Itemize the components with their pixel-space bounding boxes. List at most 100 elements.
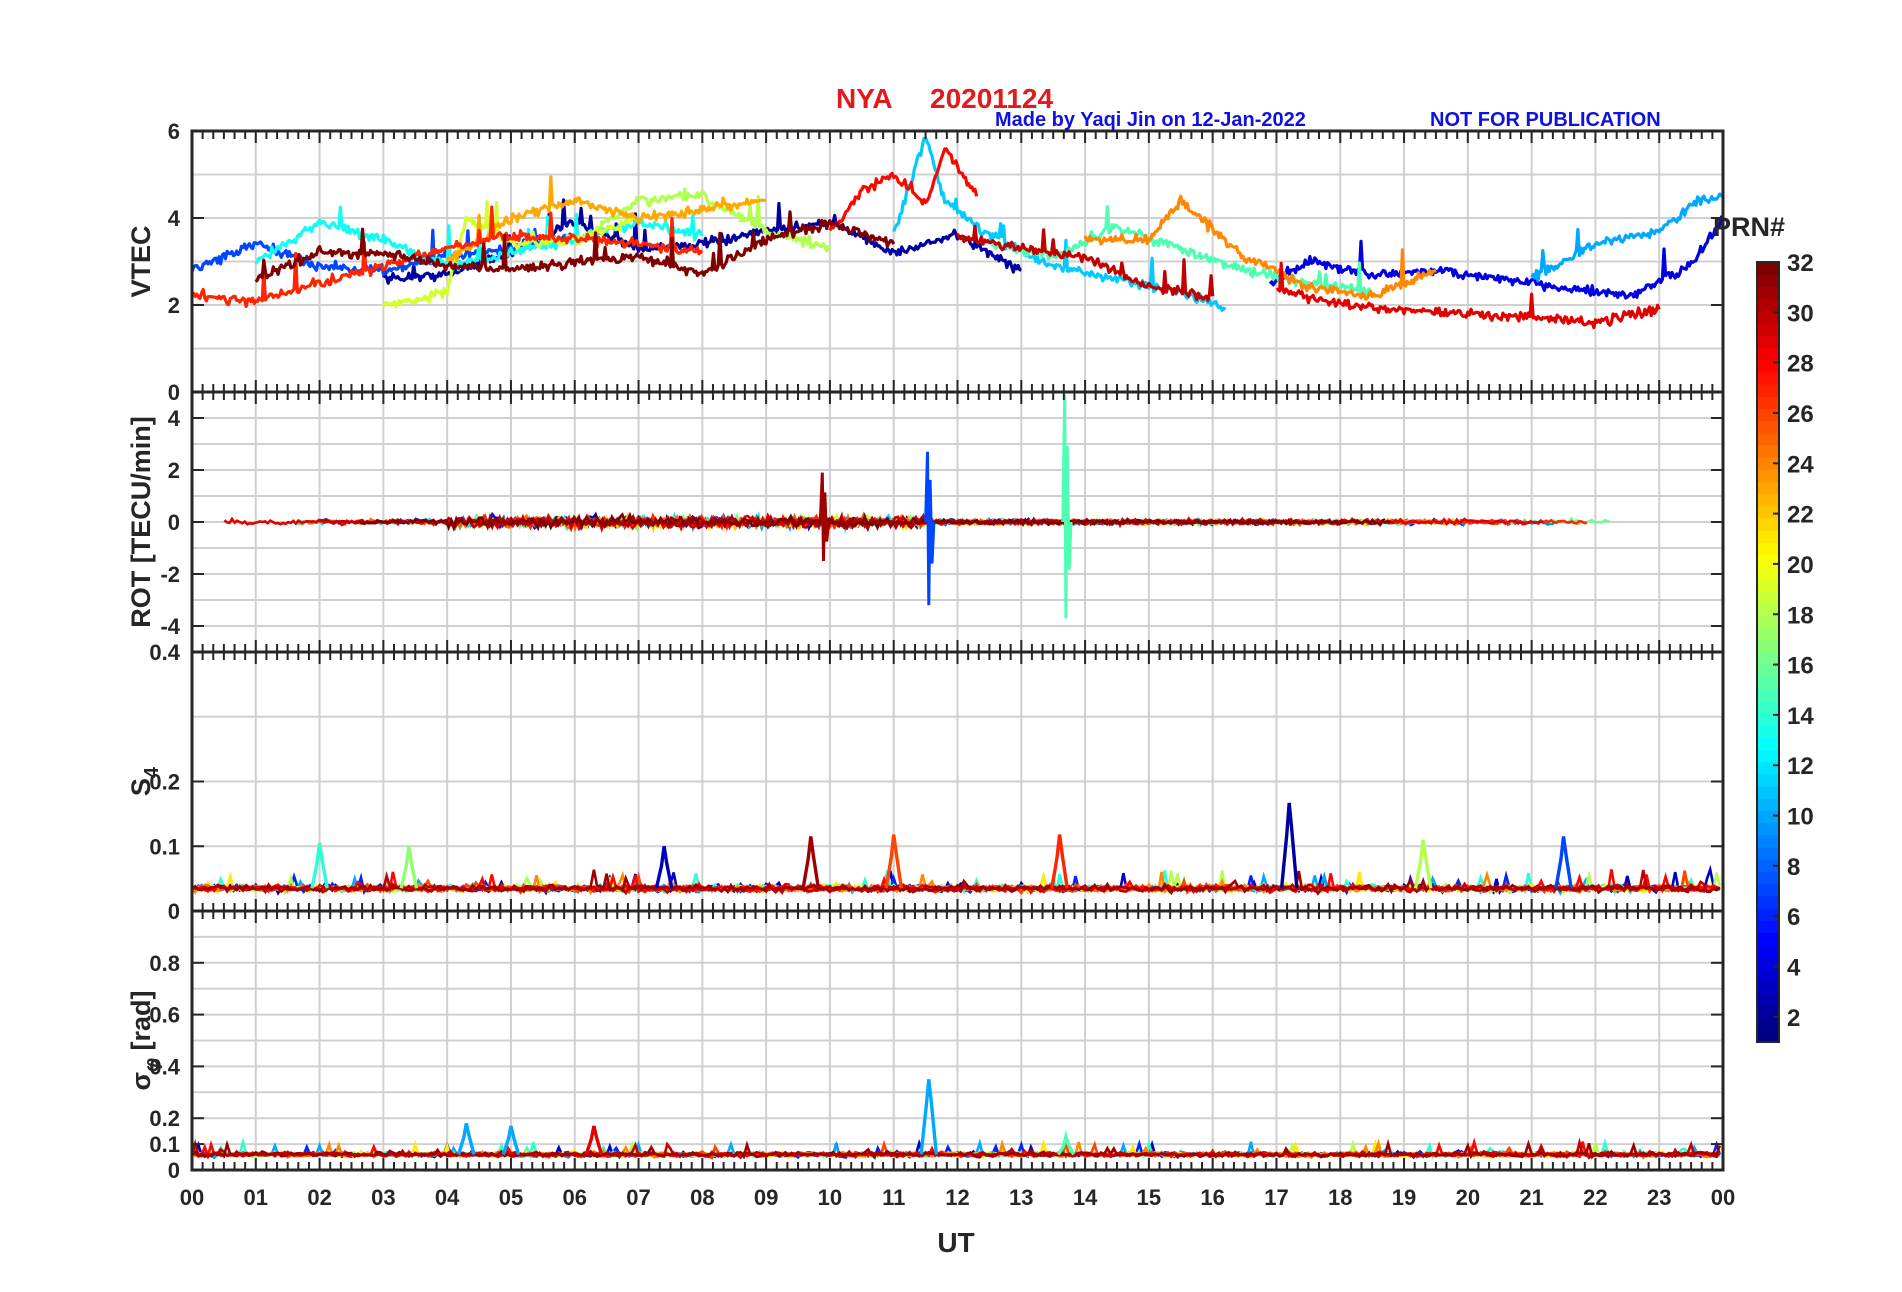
colorbar-segment [1757,322,1779,336]
y-tick-label: 0 [168,510,180,535]
colorbar-segment [1757,895,1779,909]
x-tick-label: 04 [435,1185,460,1210]
panel-data [223,394,1611,619]
colorbar-segment [1757,871,1779,885]
vtec-line-prn-11 [892,136,1227,312]
x-tick-label: 13 [1009,1185,1033,1210]
colorbar-tick-label: 12 [1787,753,1814,780]
y-tick-label: 4 [168,206,181,231]
colorbar-segment [1757,652,1779,665]
colorbar-segment [1757,554,1779,568]
colorbar-segment [1757,359,1779,373]
colorbar-tick-label: 22 [1787,502,1814,529]
colorbar-segment [1757,347,1779,361]
vtec-line-prn-18 [573,187,832,253]
vtec-line-prn-10 [1530,192,1723,283]
peak-prn-17 [399,846,419,889]
colorbar-frame [1756,261,1780,1043]
colorbar-tick-label: 10 [1787,804,1814,831]
colorbar-segment [1757,578,1779,592]
colorbar-segment [1757,469,1779,482]
colorbar-segment [1757,517,1779,531]
colorbar-segment [1757,444,1779,458]
colorbar-segment [1757,615,1779,629]
colorbar-segment [1757,834,1779,848]
x-tick-label: 21 [1519,1185,1543,1210]
x-tick-label: 03 [371,1185,395,1210]
vtec-line-prn-30 [956,224,1215,302]
y-tick-label: 0 [168,1158,180,1183]
colorbar-segment [1757,883,1779,897]
y-tick-label: 0.2 [149,770,180,795]
colorbar-segment [1757,664,1779,677]
vtec-line-prn-7 [192,227,577,276]
x-tick-label: 07 [626,1185,650,1210]
peak-prn-10 [919,1079,939,1155]
station-title: NYA [836,83,893,114]
colorbar-tick-label: 24 [1787,451,1814,478]
line-prn-31 [192,1138,1722,1160]
colorbar-segment [1757,773,1779,787]
colorbar-segment [1757,310,1779,324]
colorbar-tick-label: 30 [1787,300,1814,327]
x-tick-label: 11 [882,1185,905,1210]
x-tick-label: 02 [307,1185,331,1210]
colorbar-segment [1757,932,1779,946]
peak-prn-27 [1050,834,1069,889]
colorbar-segment [1757,907,1779,921]
vtec-line-prn-4 [1268,215,1723,300]
y-tick-label: 0 [168,899,180,924]
rot-line-prn-32 [358,511,1392,532]
vtec-line-prn-19 [381,200,640,309]
x-tick-label: 18 [1328,1185,1352,1210]
colorbar-segment [1757,798,1779,812]
x-tick-label: 01 [244,1185,268,1210]
colorbar-tick-label: 32 [1787,250,1814,277]
colorbar-tick-label: 8 [1787,854,1800,881]
colorbar-tick-label: 4 [1787,955,1801,982]
y-axis-label: ROT [TECU/min] [126,416,156,627]
colorbar-segment [1757,676,1779,690]
y-tick-label: 0.2 [149,1106,180,1131]
colorbar-segment [1757,786,1779,799]
y-tick-label: 4 [168,406,181,431]
date-title: 20201124 [930,83,1053,114]
colorbar-segment [1757,262,1779,275]
peak-prn-26 [884,834,904,889]
vtec-line-prn-29 [1276,261,1661,330]
colorbar-tick-label: 16 [1787,653,1814,680]
colorbar-tick-label: 18 [1787,602,1814,629]
colorbar-segment [1757,993,1779,1007]
x-tick-label: 10 [818,1185,842,1210]
x-tick-label: 19 [1392,1185,1416,1210]
colorbar-segment [1757,700,1779,714]
colorbar-segment [1757,274,1779,287]
colorbar-segment [1757,639,1779,653]
colorbar-segment [1757,298,1779,312]
colorbar-segment [1757,822,1779,836]
colorbar-segment [1757,591,1779,604]
y-tick-label: 0.8 [149,951,180,976]
colorbar-segment [1757,956,1779,970]
colorbar-tick-label: 28 [1787,351,1814,378]
y-tick-label: 2 [168,293,180,318]
colorbar-segment [1757,603,1779,617]
colorbar-segment [1757,761,1779,775]
y-tick-label: -2 [160,562,180,587]
vtec-line-prn-27 [192,205,704,309]
colorbar-segment [1757,737,1779,751]
peak-prn-18 [1413,839,1433,889]
peak-prn-7 [1554,836,1573,889]
colorbar-tick-label: 2 [1787,1005,1800,1032]
x-axis-label: UT [937,1227,974,1258]
y-tick-label: 0.1 [149,834,180,859]
panel-data [192,802,1722,896]
colorbar-segment [1757,457,1779,470]
colorbar-segment [1757,920,1779,933]
colorbar-segment [1757,530,1779,543]
x-tick-label: 08 [690,1185,714,1210]
colorbar-segment [1757,566,1779,580]
x-tick-label: 14 [1073,1185,1098,1210]
